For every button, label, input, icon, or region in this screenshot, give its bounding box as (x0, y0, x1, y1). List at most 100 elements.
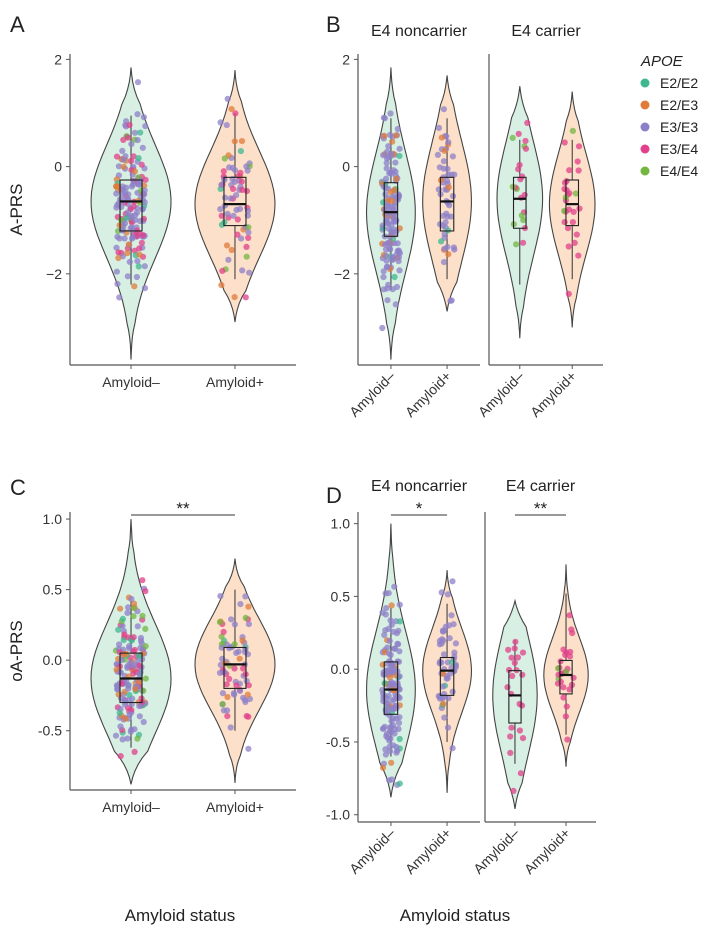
facet-label: E4 carrier (511, 23, 581, 40)
data-point (574, 158, 581, 165)
facet-first: 2 0 −2 Amyloid– Amyloid+ (46, 51, 296, 390)
group-amyloid-pos: Amyloid+ (194, 70, 276, 390)
group-amyloid-neg: Amyloid– (90, 67, 172, 390)
iqr-box (565, 179, 580, 227)
legend-label-e2-e3: E2/E3 (660, 97, 698, 113)
data-point (445, 171, 452, 178)
data-point (382, 746, 389, 753)
data-point (130, 634, 137, 641)
data-point (131, 129, 139, 136)
data-point (440, 670, 447, 677)
data-point (393, 749, 400, 756)
panel-letter-a: A (10, 12, 25, 37)
data-point (385, 153, 392, 160)
data-point (390, 628, 397, 635)
panel-c: CoA-PRS 1.0 0.5 0.0 -0.5 Amyloid– Amyloid+ ** (7, 475, 296, 815)
data-point (385, 225, 392, 232)
data-point (136, 251, 143, 258)
data-point (511, 645, 518, 652)
data-point (217, 593, 224, 600)
y-tick-label: 2 (54, 51, 62, 67)
data-point (136, 713, 143, 720)
data-point (140, 718, 147, 726)
data-point (515, 130, 522, 137)
data-point (122, 220, 129, 227)
data-point (112, 732, 120, 739)
data-point (224, 693, 231, 701)
data-point (245, 682, 252, 689)
data-point (228, 106, 235, 113)
data-point (391, 583, 398, 590)
data-point (140, 114, 147, 121)
data-point (237, 148, 244, 155)
data-point (226, 675, 233, 683)
data-point (119, 736, 126, 743)
data-points (378, 110, 403, 332)
data-point (137, 129, 144, 136)
data-point (519, 735, 527, 742)
data-point (383, 257, 390, 264)
data-point (387, 659, 394, 666)
y-tick-label: 0.5 (43, 582, 63, 598)
iqr-box (383, 182, 399, 237)
y-tick-label: 1.0 (331, 516, 351, 532)
facet-first: E4 noncarrier 2 0 −2 Amyloid– Amyloid+ (334, 23, 480, 420)
panel-letter-c: C (10, 475, 26, 500)
data-point (446, 635, 453, 642)
x-axis-title-left: Amyloid status (125, 906, 236, 925)
data-point (522, 137, 529, 145)
data-point (383, 175, 390, 182)
data-point (219, 701, 226, 708)
y-axis-title: A-PRS (7, 184, 26, 236)
data-point (395, 627, 402, 634)
data-point (565, 243, 572, 250)
data-point (126, 645, 133, 652)
data-point (125, 604, 132, 611)
data-point (139, 232, 147, 239)
data-point (117, 605, 124, 612)
data-point (140, 687, 147, 694)
data-point (448, 612, 455, 619)
data-point (388, 679, 395, 686)
data-point (563, 178, 570, 185)
data-point (142, 176, 149, 183)
data-point (217, 119, 224, 126)
data-point (382, 611, 389, 618)
y-tick-label: -1.0 (326, 807, 350, 823)
data-point (129, 181, 137, 188)
data-point (129, 234, 136, 241)
data-point (131, 168, 138, 175)
data-point (125, 697, 132, 704)
data-point (114, 280, 121, 288)
data-point (126, 258, 133, 265)
data-point (522, 145, 530, 152)
data-point (225, 256, 232, 263)
facet-label: E4 noncarrier (371, 23, 468, 40)
data-point (389, 668, 396, 676)
data-point (518, 702, 526, 709)
data-point (383, 730, 390, 737)
apoe-legend: APOE E2/E2 E2/E3 E3/E3 E3/E4 E4/E4 (640, 53, 698, 179)
data-point (130, 613, 137, 620)
data-point (124, 735, 131, 742)
data-point (575, 143, 583, 150)
data-point (130, 153, 137, 160)
data-point (134, 258, 141, 265)
data-point (379, 764, 387, 771)
data-point (382, 246, 390, 253)
data-point (571, 239, 578, 246)
data-point (507, 733, 514, 740)
data-point (384, 148, 391, 155)
data-point (391, 217, 398, 224)
y-tick-label: -0.5 (326, 734, 350, 750)
data-point (564, 736, 571, 743)
data-point (381, 115, 388, 122)
y-tick-label: 0.0 (43, 652, 63, 668)
data-point (393, 744, 400, 751)
data-point (391, 186, 398, 193)
data-point (117, 753, 124, 760)
data-point (385, 219, 392, 226)
data-point (384, 263, 391, 270)
x-tick-label: Amyloid+ (402, 368, 454, 420)
x-axis-title-right: Amyloid status (400, 906, 511, 925)
